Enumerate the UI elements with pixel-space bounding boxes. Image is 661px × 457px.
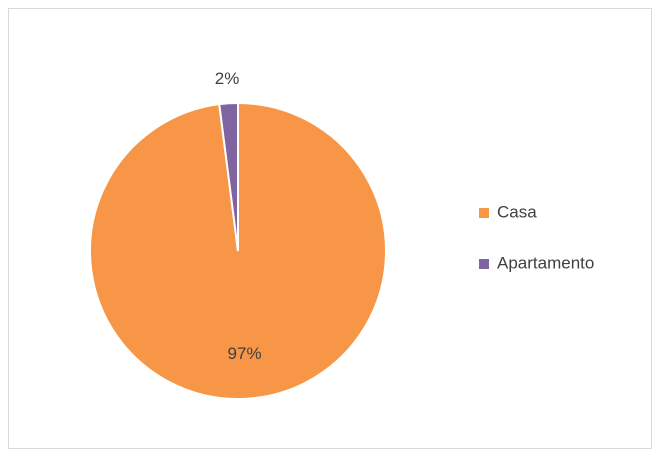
pie-slice bbox=[218, 101, 239, 252]
legend-label: Apartamento bbox=[497, 253, 594, 272]
legend-swatch bbox=[479, 259, 489, 269]
data-label: 97% bbox=[228, 344, 262, 363]
legend-swatch bbox=[479, 208, 489, 218]
data-label: 2% bbox=[215, 69, 240, 88]
legend-label: Casa bbox=[497, 202, 537, 221]
